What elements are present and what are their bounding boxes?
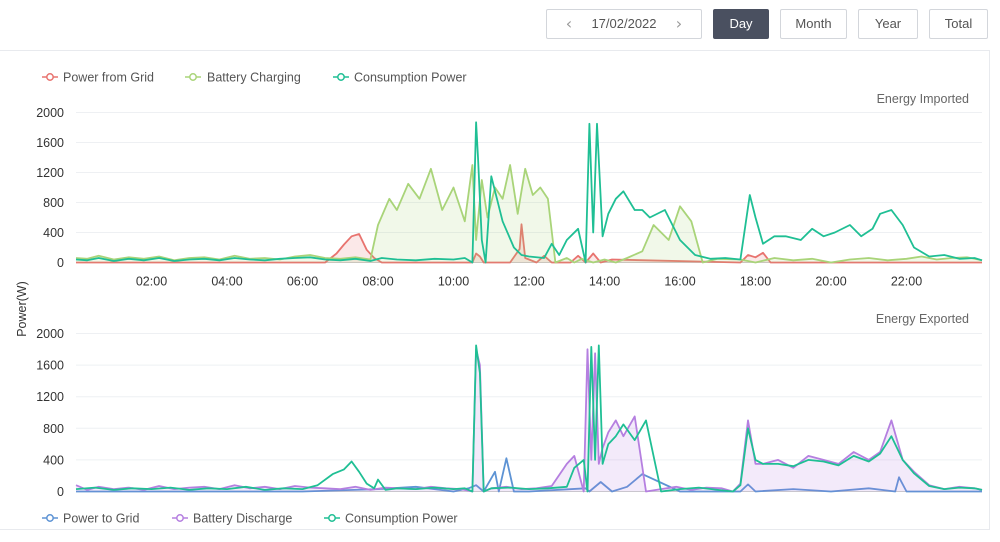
chart-title-exported: Energy Exported	[876, 312, 969, 326]
chart-panel: Power from Grid Battery Charging Consump…	[0, 50, 990, 530]
chart-title-imported: Energy Imported	[877, 92, 969, 106]
legend-bottom: Power to Grid Battery Discharge Consumpt…	[42, 512, 458, 526]
legend-circle-marker	[328, 514, 336, 522]
day-button[interactable]: Day	[713, 9, 769, 39]
exported-y-tick-label: 1200	[36, 390, 64, 404]
legend-item-consumption-power-bottom[interactable]: Consumption Power	[324, 512, 458, 526]
power-chart-svg: Power from Grid Battery Charging Consump…	[15, 71, 983, 526]
exported-power-to-grid-line[interactable]	[76, 457, 982, 493]
exported-consumption-power-line[interactable]	[75, 344, 983, 493]
x-tick-label: 22:00	[891, 275, 922, 289]
month-button[interactable]: Month	[780, 9, 847, 39]
legend-circle-marker	[46, 514, 54, 522]
date-value[interactable]: 17/02/2022	[591, 16, 657, 31]
x-tick-label: 06:00	[287, 275, 318, 289]
exported-y-tick-label: 800	[43, 422, 64, 436]
exported-y-tick-label: 0	[57, 485, 64, 499]
legend-top: Power from Grid Battery Charging Consump…	[42, 71, 467, 85]
imported-y-tick-label: 1200	[36, 166, 64, 180]
x-tick-label: 20:00	[815, 275, 846, 289]
x-tick-label: 08:00	[362, 275, 393, 289]
x-tick-label: 10:00	[438, 275, 469, 289]
legend-label: Consumption Power	[345, 512, 458, 526]
bottom-chart-y-ticks: 0 400 800 1200 1600 2000	[36, 327, 64, 499]
exported-battery-discharge-area	[76, 349, 982, 492]
year-button[interactable]: Year	[858, 9, 918, 39]
legend-item-power-to-grid[interactable]: Power to Grid	[42, 512, 139, 526]
imported-battery-charging-area	[76, 165, 982, 263]
legend-label: Battery Discharge	[193, 512, 292, 526]
imported-y-tick-label: 0	[57, 256, 64, 270]
x-tick-label: 12:00	[513, 275, 544, 289]
imported-y-tick-label: 2000	[36, 106, 64, 120]
chevron-left-icon[interactable]: ‹	[565, 14, 573, 33]
top-chart-series	[75, 121, 983, 264]
top-chart-x-ticks: 02:00 04:00 06:00 08:00 10:00 12:00 14:00 16:00…	[136, 275, 922, 289]
toolbar: ‹ 17/02/2022 › Day Month Year Total	[0, 9, 1000, 39]
imported-battery-charging-line[interactable]	[75, 164, 983, 264]
bottom-chart-series	[75, 344, 983, 493]
date-picker[interactable]: ‹ 17/02/2022 ›	[546, 9, 702, 39]
x-tick-label: 02:00	[136, 275, 167, 289]
legend-label: Power from Grid	[63, 71, 154, 85]
legend-circle-marker	[176, 514, 184, 522]
legend-label: Battery Charging	[207, 71, 301, 85]
legend-label: Power to Grid	[63, 512, 139, 526]
legend-circle-marker	[337, 73, 345, 81]
imported-power-from-grid-line[interactable]	[76, 223, 982, 264]
imported-consumption-power-line[interactable]	[75, 121, 983, 264]
x-tick-label: 16:00	[664, 275, 695, 289]
imported-y-tick-label: 400	[43, 226, 64, 240]
x-tick-label: 14:00	[589, 275, 620, 289]
legend-item-battery-charging[interactable]: Battery Charging	[185, 71, 301, 85]
top-chart-y-ticks: 0 400 800 1200 1600 2000	[36, 106, 64, 270]
exported-y-tick-label: 1600	[36, 359, 64, 373]
chevron-right-icon[interactable]: ›	[675, 14, 683, 33]
legend-item-battery-discharge[interactable]: Battery Discharge	[172, 512, 292, 526]
legend-label: Consumption Power	[354, 71, 467, 85]
legend-item-power-from-grid[interactable]: Power from Grid	[42, 71, 154, 85]
imported-y-tick-label: 1600	[36, 136, 64, 150]
total-button[interactable]: Total	[929, 9, 988, 39]
legend-circle-marker	[189, 73, 197, 81]
legend-circle-marker	[46, 73, 54, 81]
legend-item-consumption-power[interactable]: Consumption Power	[333, 71, 467, 85]
x-tick-label: 18:00	[740, 275, 771, 289]
x-tick-label: 04:00	[211, 275, 242, 289]
exported-y-tick-label: 2000	[36, 327, 64, 341]
exported-y-tick-label: 400	[43, 453, 64, 467]
imported-y-tick-label: 800	[43, 196, 64, 210]
y-axis-label: Power(W)	[15, 281, 29, 337]
